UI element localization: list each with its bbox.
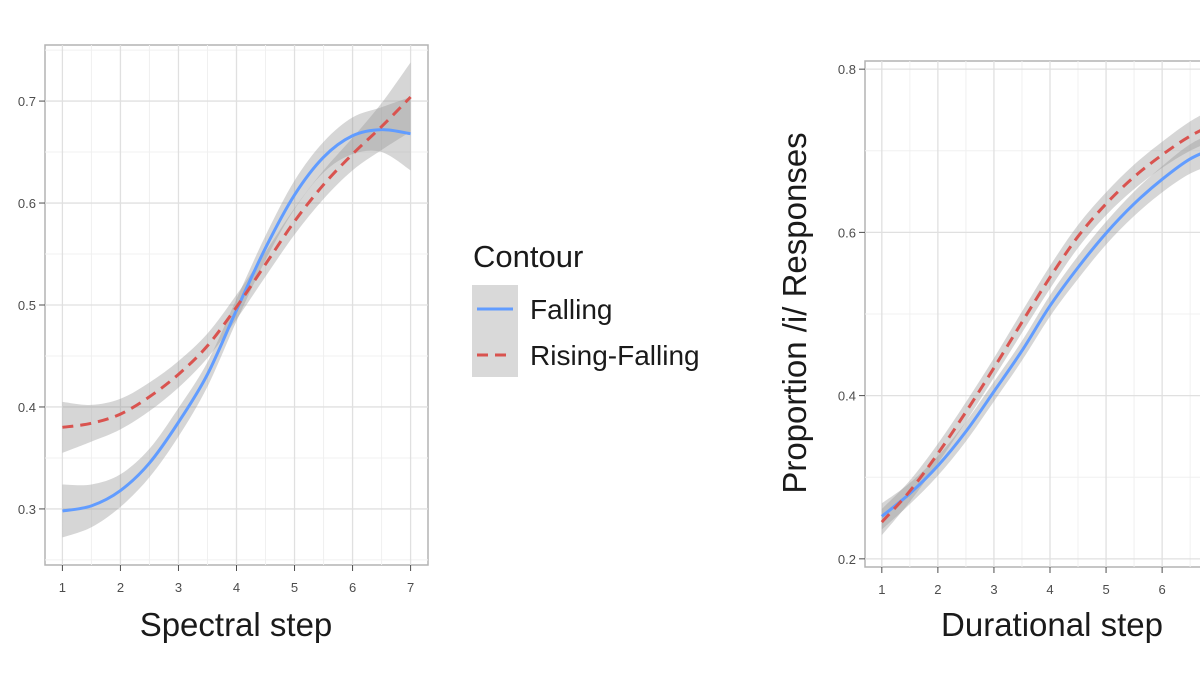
y-tick-label: 0.5	[18, 298, 36, 313]
right-y-axis-title: Proportion /i/ Responses	[776, 132, 813, 493]
x-tick-label: 2	[117, 580, 124, 595]
right-ticks: 1 2 3 4 5 6 0.2 0.4 0.6 0.8	[838, 62, 1166, 597]
left-ci-ribbons	[62, 62, 411, 538]
legend: Contour Falling Rising-Falling	[472, 239, 700, 377]
x-tick-label: 7	[407, 580, 414, 595]
y-tick-label: 0.6	[838, 225, 856, 240]
ci-ribbon-falling	[881, 138, 1200, 530]
left-panel: 1 2 3 4 5 6 7 0.3 0.4 0.5 0.6 0.7 Spectral step	[18, 44, 429, 643]
x-tick-label: 5	[1102, 582, 1109, 597]
x-tick-label: 4	[233, 580, 240, 595]
x-tick-label: 4	[1046, 582, 1053, 597]
series-line-rising-falling	[880, 129, 1200, 524]
right-grid	[865, 61, 1200, 567]
series-line-falling	[880, 152, 1200, 518]
x-tick-label: 3	[175, 580, 182, 595]
legend-title: Contour	[473, 239, 583, 274]
x-tick-label: 5	[291, 580, 298, 595]
ci-ribbon-falling	[62, 97, 411, 538]
right-panel: Proportion /i/ Responses 1 2 3 4 5 6 0.2 0.4 0.6…	[776, 60, 1200, 643]
y-tick-label: 0.8	[838, 62, 856, 77]
x-tick-label: 1	[878, 582, 885, 597]
x-tick-label: 2	[934, 582, 941, 597]
legend-label-rising-falling: Rising-Falling	[530, 340, 700, 371]
left-grid	[45, 45, 428, 565]
y-tick-label: 0.7	[18, 94, 36, 109]
y-tick-label: 0.2	[838, 552, 856, 567]
x-tick-label: 3	[990, 582, 997, 597]
y-tick-label: 0.4	[18, 400, 36, 415]
y-tick-label: 0.6	[18, 196, 36, 211]
left-x-axis-title: Spectral step	[140, 606, 333, 643]
series-line-rising-falling	[62, 95, 412, 429]
x-tick-label: 1	[59, 580, 66, 595]
right-ci-ribbons	[881, 115, 1200, 536]
ci-ribbon-rising-falling	[62, 62, 411, 453]
ci-ribbon-rising-falling	[881, 115, 1200, 536]
x-tick-label: 6	[349, 580, 356, 595]
left-lines	[62, 95, 412, 513]
left-ticks: 1 2 3 4 5 6 7 0.3 0.4 0.5 0.6 0.7	[18, 94, 414, 595]
legend-label-falling: Falling	[530, 294, 612, 325]
right-lines	[880, 129, 1200, 524]
x-tick-label: 6	[1159, 582, 1166, 597]
y-tick-label: 0.4	[838, 389, 856, 404]
right-x-axis-title: Durational step	[941, 606, 1163, 643]
y-tick-label: 0.3	[18, 502, 36, 517]
series-line-falling	[62, 128, 411, 513]
